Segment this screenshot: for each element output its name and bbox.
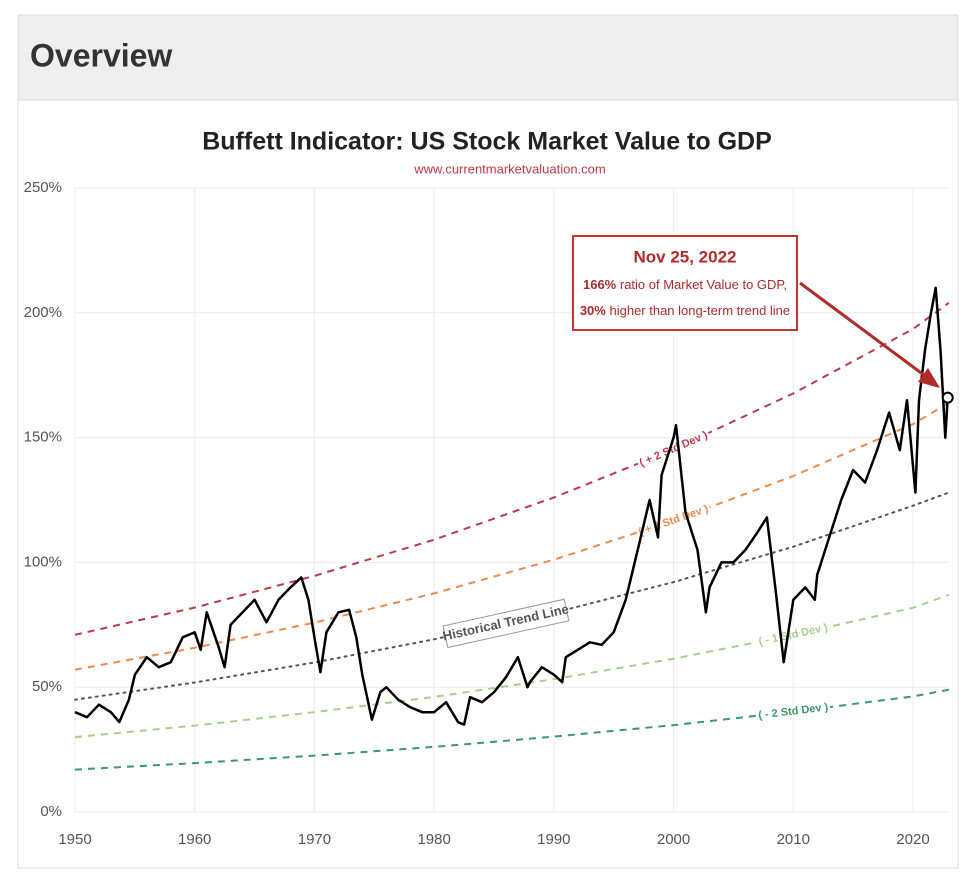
- annotation-arrow: [799, 281, 929, 380]
- annotation-line: 166% ratio of Market Value to GDP,: [583, 277, 787, 292]
- y-tick-label: 50%: [32, 678, 62, 695]
- band-line: [74, 593, 950, 739]
- y-tick-label: 150%: [24, 429, 62, 446]
- line-label-box: [442, 598, 570, 649]
- x-tick-label: 2010: [777, 831, 810, 848]
- header-title: Overview: [30, 37, 172, 73]
- band-line: [74, 301, 950, 636]
- annotation-ratio: 166%: [583, 277, 617, 292]
- data-line: [74, 286, 949, 726]
- band-line: [74, 491, 950, 701]
- y-tick-label: 100%: [24, 553, 62, 570]
- annotation: Nov 25, 2022 166% ratio of Market Value …: [572, 235, 940, 388]
- y-tick-label: 250%: [24, 179, 62, 196]
- x-tick-label: 1990: [537, 831, 570, 848]
- x-tick-label: 2000: [657, 831, 690, 848]
- annotation-gap: 30%: [580, 303, 606, 318]
- annotation-date: Nov 25, 2022: [633, 247, 736, 266]
- card-header: [17, 14, 959, 101]
- y-tick-label: 200%: [24, 304, 62, 321]
- latest-point: [941, 391, 954, 404]
- x-tick-label: 1960: [178, 831, 211, 848]
- chart-subtitle: www.currentmarketvaluation.com: [413, 161, 605, 176]
- chart-title: Buffett Indicator: US Stock Market Value…: [202, 128, 772, 156]
- x-tick-label: 2020: [896, 831, 929, 848]
- x-tick-label: 1950: [58, 831, 91, 848]
- x-tick-label: 1970: [298, 831, 331, 848]
- x-tick-label: 1980: [417, 831, 450, 848]
- annotation-gap-text: higher than long-term trend line: [609, 303, 790, 318]
- annotation-box: [572, 235, 798, 331]
- band-line: [74, 401, 950, 671]
- y-tick-label: 0%: [40, 803, 62, 820]
- grid: 0% 50% 100% 150% 200% 250% 1950 1960 1970 1980 199…: [24, 179, 949, 848]
- card: [17, 14, 959, 869]
- arrow-head: [918, 368, 940, 388]
- band-line: [74, 688, 950, 771]
- annotation-line: 30% higher than long-term trend line: [580, 303, 790, 318]
- annotation-ratio-text: ratio of Market Value to GDP,: [620, 277, 787, 292]
